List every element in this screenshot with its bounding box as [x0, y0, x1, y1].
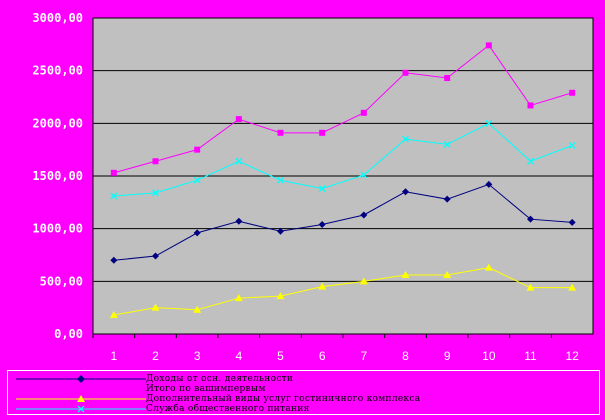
- data-point: [569, 89, 576, 96]
- data-point: [276, 292, 285, 300]
- data-point: [109, 311, 118, 319]
- data-point: [194, 146, 201, 153]
- data-point: [193, 305, 202, 313]
- data-point: [152, 252, 159, 260]
- data-point: [568, 141, 576, 149]
- legend-label-1: Доходы от осн. деятельности: [146, 374, 294, 384]
- legend-label-2: Итого по вашимпервым: [146, 384, 266, 394]
- legend-label-3: Дополнительный виды услуг гостиничного к…: [146, 394, 421, 404]
- data-point: [110, 169, 117, 176]
- data-point: [360, 109, 367, 116]
- series-3: [109, 263, 577, 319]
- data-point: [527, 102, 534, 109]
- data-point: [526, 283, 535, 291]
- data-point: [110, 192, 118, 200]
- data-point: [568, 218, 576, 226]
- y-tick-label: 0,00: [54, 327, 83, 341]
- data-point: [193, 176, 201, 184]
- data-point: [235, 157, 243, 165]
- data-point: [152, 158, 159, 165]
- x-tick-label: 7: [360, 349, 367, 363]
- data-point: [401, 271, 410, 279]
- data-point: [359, 277, 368, 285]
- y-tick-label: 2000,00: [32, 116, 83, 130]
- series-1: [110, 180, 576, 264]
- data-point: [152, 189, 159, 197]
- data-point: [151, 303, 160, 311]
- y-axis-ticks: 0,00 500,00 1000,00 1500,00 2000,00 2500,00 30…: [32, 11, 83, 341]
- data-point: [277, 176, 284, 184]
- data-point: [318, 220, 326, 228]
- series-line-2: [113, 44, 573, 174]
- legend-item-2: Итого по вашимпервым: [16, 384, 576, 394]
- series-line-4: [113, 122, 573, 197]
- data-point: [193, 229, 201, 237]
- x-tick-label: 6: [319, 349, 326, 363]
- legend: Доходы от осн. деятельности Итого по ваш…: [7, 370, 600, 415]
- legend-swatch-1: [16, 374, 146, 384]
- data-point: [527, 215, 534, 223]
- x-tick-label: 4: [235, 349, 242, 363]
- x-tick-label: 1: [110, 349, 117, 363]
- data-point: [443, 271, 452, 279]
- legend-item-3: Дополнительный виды услуг гостиничного к…: [16, 394, 576, 404]
- legend-item-1: Доходы от осн. деятельности: [16, 374, 576, 384]
- line-chart: 0,00 500,00 1000,00 1500,00 2000,00 2500,00 30…: [32, 11, 594, 363]
- data-point: [360, 211, 368, 219]
- data-point: [443, 140, 451, 148]
- data-point: [485, 119, 493, 127]
- legend-swatch-4: [16, 404, 146, 414]
- legend-swatch-2: [16, 384, 146, 394]
- series-line-1: [113, 183, 573, 261]
- data-point: [235, 116, 242, 123]
- data-point: [402, 69, 409, 76]
- series-layer: [109, 42, 577, 319]
- y-tick-label: 2500,00: [32, 64, 83, 78]
- data-point: [443, 195, 451, 203]
- data-point: [277, 129, 284, 136]
- x-tick-label: 5: [277, 349, 284, 363]
- x-tick-label: 9: [444, 349, 451, 363]
- data-point: [360, 171, 368, 179]
- data-point: [527, 157, 534, 165]
- y-tick-label: 3000,00: [32, 11, 83, 25]
- x-tick-label: 12: [565, 349, 579, 363]
- x-tick-label: 11: [524, 349, 537, 363]
- data-point: [485, 42, 492, 49]
- data-point: [444, 75, 451, 82]
- legend-item-4: Служба общественного питания: [16, 404, 576, 414]
- data-point: [110, 256, 118, 264]
- x-tick-label: 10: [482, 349, 496, 363]
- legend-label-4: Служба общественного питания: [146, 404, 310, 414]
- x-tick-label: 2: [152, 349, 159, 363]
- data-point: [234, 294, 243, 302]
- x-axis-ticks: 1 2 3 4 5 6 7 8 9 10 11 12: [92, 334, 579, 363]
- series-4: [110, 119, 576, 200]
- data-point: [568, 283, 577, 291]
- legend-swatch-3: [16, 394, 146, 404]
- data-point: [485, 180, 493, 188]
- data-point: [402, 188, 409, 196]
- x-tick-label: 3: [194, 349, 201, 363]
- data-point: [318, 185, 326, 193]
- data-point: [319, 129, 326, 136]
- y-tick-label: 1500,00: [32, 169, 83, 183]
- x-tick-label: 8: [402, 349, 409, 363]
- series-line-3: [113, 267, 573, 316]
- data-point: [318, 282, 327, 290]
- series-2: [110, 42, 576, 176]
- data-point: [277, 227, 284, 235]
- y-tick-label: 1000,00: [32, 222, 83, 236]
- data-point: [402, 135, 409, 143]
- data-point: [484, 263, 493, 271]
- y-tick-label: 500,00: [40, 274, 83, 288]
- data-point: [235, 217, 243, 225]
